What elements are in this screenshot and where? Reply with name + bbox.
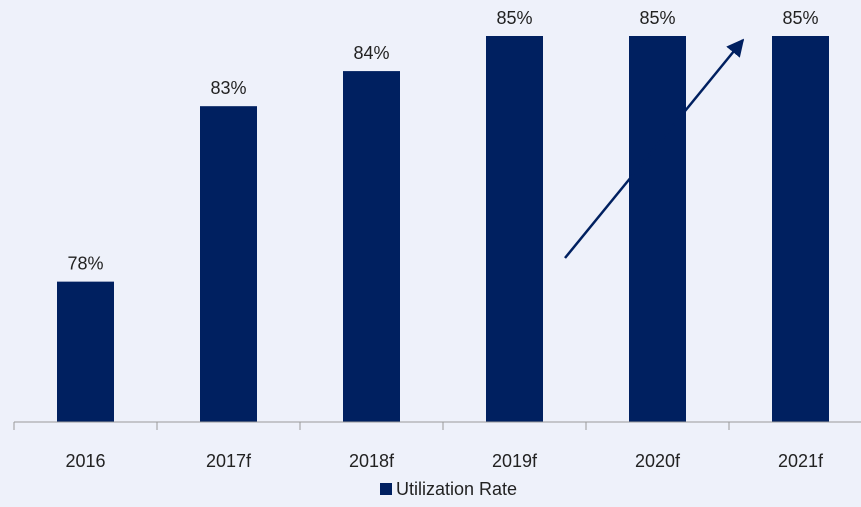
legend-swatch [380, 483, 392, 495]
data-label: 85% [496, 8, 532, 28]
x-tick-label: 2019f [492, 451, 538, 471]
data-label: 85% [782, 8, 818, 28]
bar [629, 36, 686, 422]
data-label: 84% [353, 43, 389, 63]
data-label: 83% [210, 78, 246, 98]
data-label: 78% [67, 253, 103, 273]
bar [57, 281, 114, 422]
bar [772, 36, 829, 422]
x-tick-label: 2021f [778, 451, 824, 471]
x-tick-label: 2017f [206, 451, 252, 471]
x-tick-label: 2016 [65, 451, 105, 471]
data-label: 85% [639, 8, 675, 28]
bar [200, 106, 257, 422]
x-tick-label: 2020f [635, 451, 681, 471]
x-tick-label: 2018f [349, 451, 395, 471]
legend-label: Utilization Rate [396, 479, 517, 499]
bar [343, 71, 400, 422]
bar [486, 36, 543, 422]
trend-arrow [564, 38, 745, 259]
